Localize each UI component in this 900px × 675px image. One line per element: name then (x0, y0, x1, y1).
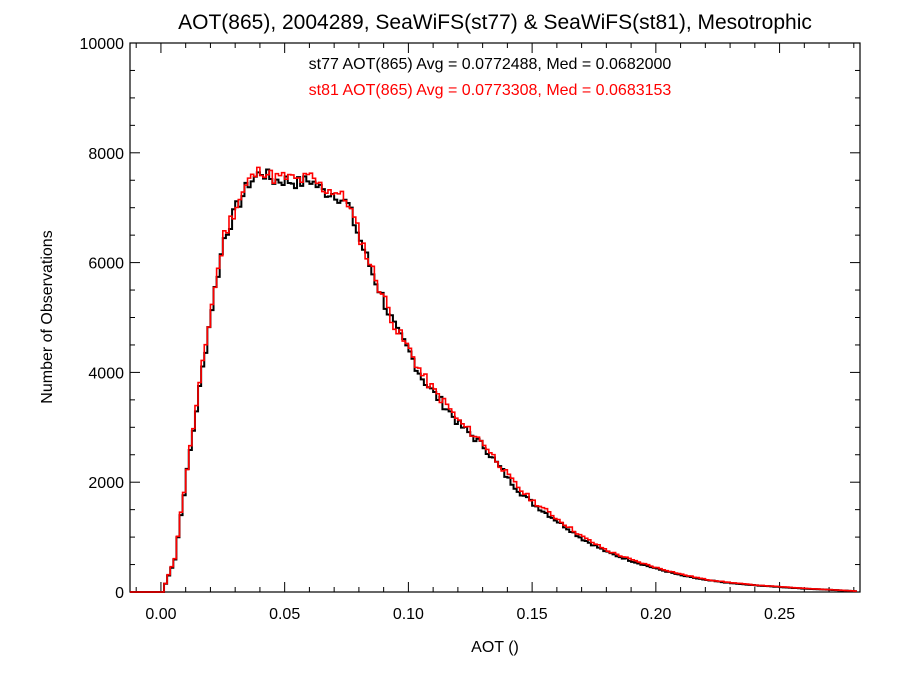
x-tick-label: 0.15 (517, 606, 548, 623)
plot-frame (129, 42, 861, 593)
x-tick-label: 0.20 (640, 606, 671, 623)
y-tick-label: 10000 (80, 36, 125, 53)
y-tick-label: 2000 (88, 475, 124, 492)
x-tick-label: 0.00 (145, 606, 176, 623)
y-tick-labels: 0 2000 4000 6000 8000 10000 (80, 36, 125, 602)
y-tick-label: 4000 (88, 365, 124, 382)
chart-title: AOT(865), 2004289, SeaWiFS(st77) & SeaWi… (178, 11, 812, 34)
series-lines (130, 166, 857, 593)
y-tick-label: 6000 (88, 256, 124, 273)
annotation-st81: st81 AOT(865) Avg = 0.0773308, Med = 0.0… (309, 82, 672, 99)
x-axis-label: AOT () (471, 639, 519, 656)
y-tick-label: 8000 (88, 146, 124, 163)
annotation-st77: st77 AOT(865) Avg = 0.0772488, Med = 0.0… (309, 56, 672, 73)
y-tick-label: 0 (115, 585, 124, 602)
x-tick-labels: 0.00 0.05 0.10 0.15 0.20 0.25 (145, 606, 795, 623)
series-line-st81 (130, 166, 857, 593)
series-line-st77 (130, 168, 857, 593)
y-axis-label: Number of Observations (39, 230, 56, 403)
x-tick-label: 0.05 (269, 606, 300, 623)
x-tick-label: 0.10 (393, 606, 424, 623)
x-tick-label: 0.25 (764, 606, 795, 623)
axis-ticks (130, 42, 860, 593)
